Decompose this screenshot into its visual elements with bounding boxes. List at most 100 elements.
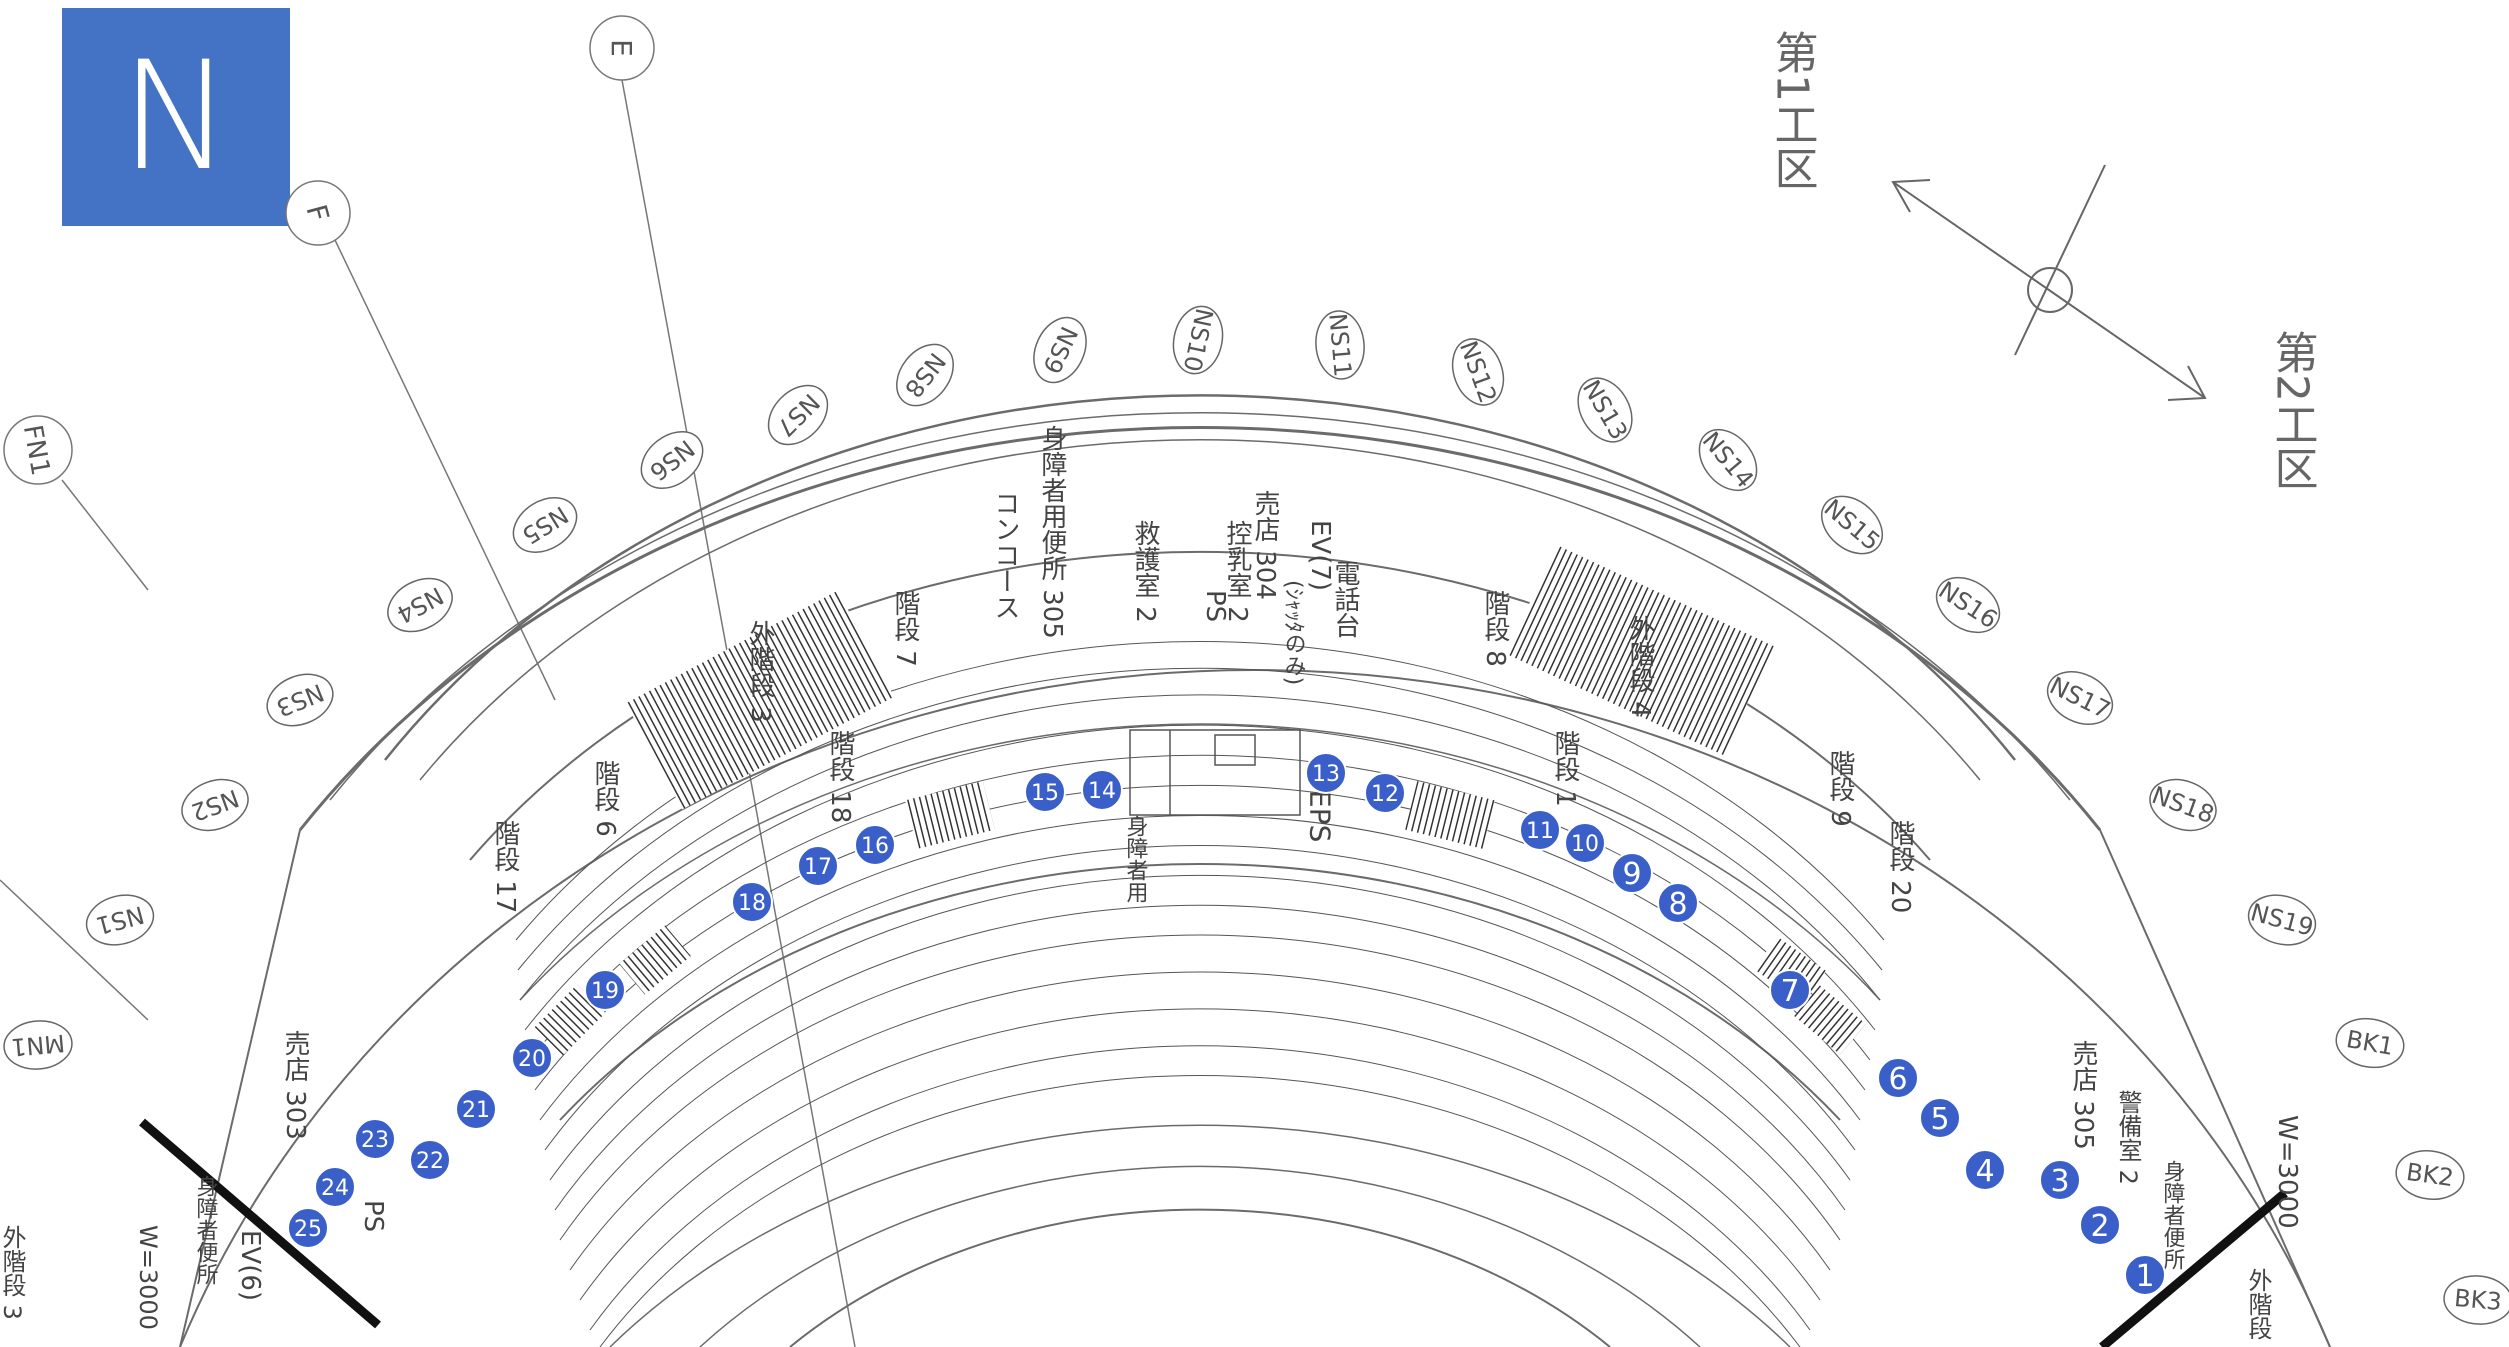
label-concourse: コンコース [990, 490, 1020, 620]
label-first-aid: 救護室 2 [1130, 520, 1160, 623]
marker-15[interactable]: 15 [1024, 771, 1066, 813]
marker-18[interactable]: 18 [731, 881, 773, 923]
axis-bubble-ns14: NS14 [1697, 427, 1759, 494]
axis-bubble-mn1: MN1 [3, 1020, 73, 1070]
partition-right [2099, 1189, 2288, 1347]
marker-label: 2 [2090, 1209, 2109, 1244]
marker-12[interactable]: 12 [1364, 772, 1406, 814]
marker-2[interactable]: 2 [2079, 1204, 2121, 1246]
marker-label: 19 [591, 979, 619, 1004]
marker-1[interactable]: 1 [2124, 1254, 2166, 1296]
marker-label: 21 [462, 1098, 490, 1123]
compass-arrow [1891, 164, 2207, 401]
marker-21[interactable]: 21 [455, 1088, 497, 1130]
markers: 1234567891011121314151617181920212223242… [287, 752, 2166, 1296]
marker-label: 14 [1088, 779, 1116, 804]
label-ext-stairs-4: 外階段 4 [1625, 615, 1655, 718]
marker-label: 22 [416, 1149, 444, 1174]
label-stairs-6: 階段 6 [590, 760, 620, 837]
marker-23[interactable]: 23 [354, 1118, 396, 1160]
marker-10[interactable]: 10 [1564, 822, 1606, 864]
label-stairs-18: 階段 18 [825, 730, 855, 823]
marker-17[interactable]: 17 [797, 845, 839, 887]
gridline-FN1: FN1 [0, 415, 149, 1021]
label-shop-303: 売店 303 [280, 1030, 310, 1140]
label-ext-stairs-left-bottom: 外階段 3 [0, 1225, 26, 1320]
marker-20[interactable]: 20 [511, 1037, 553, 1079]
axis-bubble-ns10: NS10 [1172, 305, 1224, 375]
label-broadcast-room: 控乳室 2 [1222, 520, 1252, 623]
marker-5[interactable]: 5 [1919, 1097, 1961, 1139]
label-w3000-right: W=3000 [2272, 1115, 2302, 1229]
stadium-structure [179, 394, 2331, 1347]
marker-3[interactable]: 3 [2039, 1159, 2081, 1201]
marker-25[interactable]: 25 [287, 1207, 329, 1249]
marker-14[interactable]: 14 [1081, 769, 1123, 811]
label-accessible: 身障者用 [1123, 815, 1149, 903]
marker-19[interactable]: 19 [584, 969, 626, 1011]
marker-8[interactable]: 8 [1657, 882, 1699, 924]
label-ev7: EV(7) [1305, 520, 1335, 591]
axis-bubble-label: BK2 [2405, 1158, 2456, 1192]
marker-22[interactable]: 22 [409, 1139, 451, 1181]
label-accessible-right: 身障者便所 [2160, 1160, 2186, 1270]
axis-bubble-label: BK3 [2453, 1284, 2503, 1316]
label-ps-left: PS [358, 1200, 388, 1232]
axis-bubble-ns18: NS18 [2148, 778, 2218, 832]
axis-bubble-ns7: NS7 [767, 384, 829, 446]
marker-label: 9 [1622, 857, 1641, 892]
axis-bubble-ns5: NS5 [512, 497, 578, 553]
label-ev6: EV(6) [235, 1230, 265, 1301]
marker-label: 16 [861, 834, 889, 859]
marker-label: 5 [1930, 1102, 1949, 1137]
axis-bubble-bk2: BK2 [2395, 1150, 2465, 1200]
marker-label: 6 [1888, 1062, 1907, 1097]
marker-label: 25 [294, 1217, 322, 1242]
zone-1-label: 第1工区 [1767, 30, 1818, 190]
axis-bubble-ns1: NS1 [85, 894, 155, 946]
label-telephone: 電話台 [1330, 560, 1360, 638]
axis-bubble-label: MN1 [10, 1029, 66, 1062]
marker-label: 4 [1975, 1154, 1994, 1189]
seating-rows [515, 641, 1885, 1347]
marker-label: 7 [1780, 974, 1799, 1009]
partition-left [139, 1118, 381, 1329]
label-ext-stairs-3: 外階段 3 [745, 620, 775, 723]
marker-label: 23 [361, 1128, 389, 1153]
marker-7[interactable]: 7 [1769, 969, 1811, 1011]
core-rooms [1129, 729, 1301, 816]
marker-11[interactable]: 11 [1519, 809, 1561, 851]
marker-16[interactable]: 16 [854, 824, 896, 866]
marker-label: 13 [1312, 762, 1340, 787]
axis-bubble-ns6: NS6 [640, 431, 704, 489]
axis-bubble-bk1: BK1 [2335, 1017, 2405, 1069]
axis-bubble-label: NS11 [1323, 312, 1356, 378]
axis-bubble-ns4: NS4 [387, 577, 453, 633]
axis-bubble-ns19: NS19 [2248, 894, 2316, 946]
label-eps: EPS [1304, 790, 1337, 842]
marker-label: 18 [738, 891, 766, 916]
marker-label: 3 [2050, 1164, 2069, 1199]
axis-bubble-ns12: NS12 [1451, 337, 1505, 407]
marker-4[interactable]: 4 [1964, 1149, 2006, 1191]
axis-bubble-ns17: NS17 [2045, 671, 2115, 725]
north-badge: N [62, 8, 290, 226]
label-stairs-8: 階段 8 [1480, 590, 1510, 667]
marker-13[interactable]: 13 [1305, 752, 1347, 794]
marker-6[interactable]: 6 [1877, 1057, 1919, 1099]
label-w3000-left: W=3000 [134, 1225, 162, 1330]
marker-label: 17 [804, 855, 832, 880]
axis-bubble-ns9: NS9 [1033, 316, 1087, 384]
stairs-blocks [534, 544, 1866, 1056]
label-stairs-7: 階段 7 [890, 590, 920, 667]
label-accessible-left: 身障者便所 [193, 1175, 219, 1285]
axis-bubble-ns13: NS13 [1577, 375, 1633, 444]
label-stairs-9: 階段 9 [1825, 750, 1855, 827]
marker-label: 10 [1571, 832, 1599, 857]
marker-label: 12 [1371, 782, 1399, 807]
gridline-E-label: E [605, 39, 638, 57]
marker-9[interactable]: 9 [1611, 852, 1653, 894]
marker-24[interactable]: 24 [314, 1166, 356, 1208]
